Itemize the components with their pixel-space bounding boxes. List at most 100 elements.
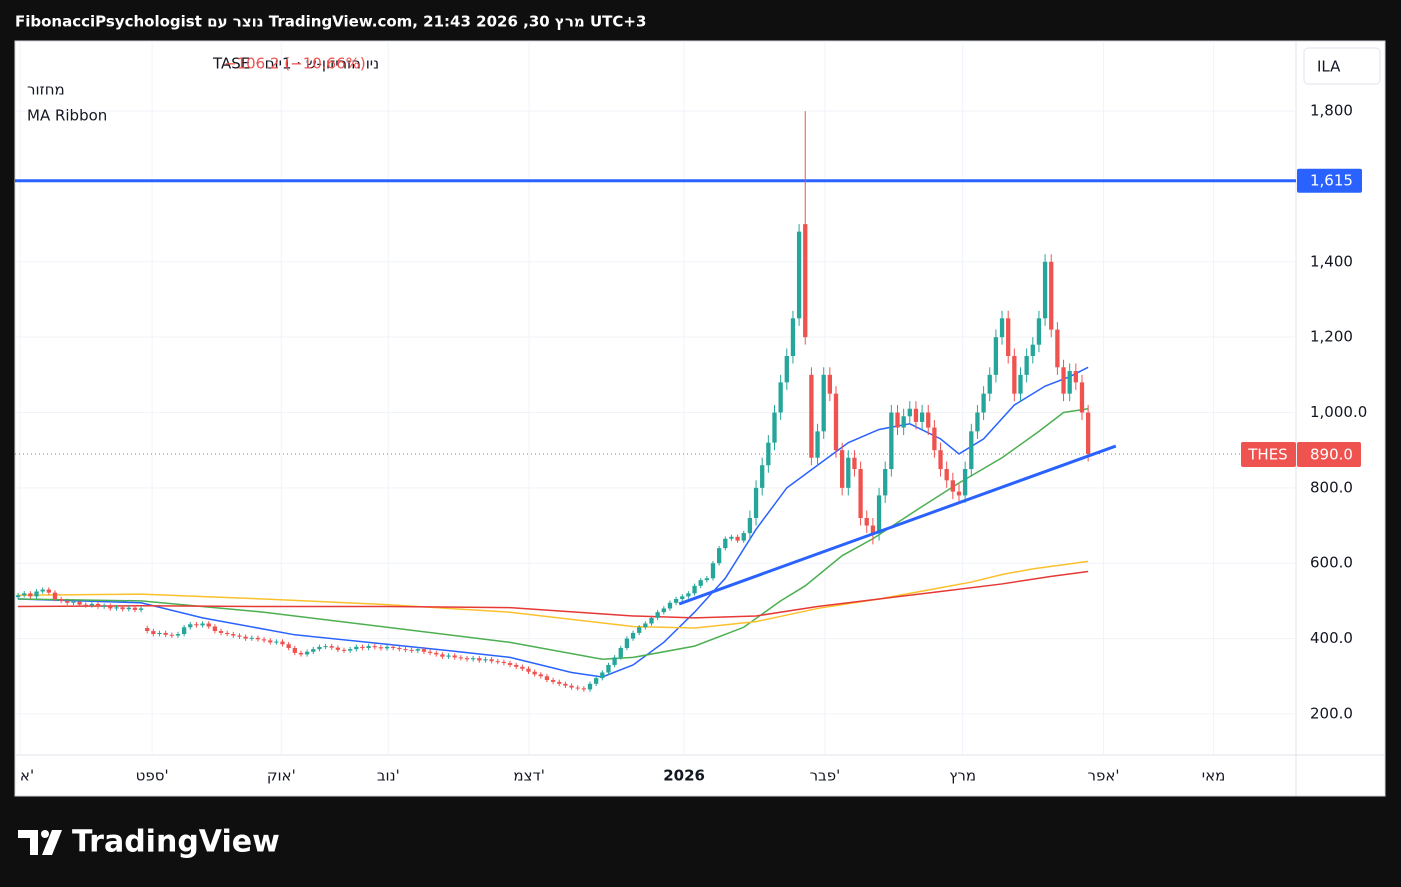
candle-body xyxy=(673,599,679,603)
candle-body xyxy=(489,659,494,662)
candle-body xyxy=(710,563,716,579)
candle-body xyxy=(1049,261,1054,330)
moving-average xyxy=(18,560,1089,629)
candle-body xyxy=(249,637,254,639)
candle-body xyxy=(1012,355,1017,394)
candle-body xyxy=(557,681,562,684)
candle-body xyxy=(839,450,845,488)
candle-body xyxy=(944,469,949,481)
candle-body xyxy=(255,637,261,640)
currency-button[interactable] xyxy=(1303,47,1381,85)
candle-body xyxy=(114,607,119,609)
candle-body xyxy=(606,664,611,673)
candle-body xyxy=(292,647,297,653)
candle-body xyxy=(218,631,224,633)
candle-body xyxy=(538,674,543,677)
candle-body xyxy=(477,658,482,661)
candle-body xyxy=(661,608,666,613)
candle-body xyxy=(1030,344,1035,356)
candle-body xyxy=(784,355,789,383)
candle-body xyxy=(932,427,937,451)
candle-body xyxy=(532,671,537,675)
header-text: FibonacciPsychologist נוצר עם TradingVie… xyxy=(15,13,646,31)
symbol-tag: THES xyxy=(1247,445,1287,463)
candle-body xyxy=(913,408,919,422)
x-tick-label: אפר' xyxy=(1088,767,1120,785)
candle-body xyxy=(15,595,21,598)
trendline xyxy=(678,444,1117,606)
candle-body xyxy=(274,641,279,643)
candle-body xyxy=(975,412,980,432)
candle-body xyxy=(1085,412,1091,454)
candle-body xyxy=(550,680,556,682)
currency-label[interactable]: ILA xyxy=(1317,58,1341,76)
candle-body xyxy=(46,589,51,593)
x-tick-label: דצמ' xyxy=(513,767,544,785)
y-tick-label: 1,400 xyxy=(1310,252,1353,270)
candle-body xyxy=(883,469,888,496)
candle-body xyxy=(102,605,107,607)
y-tick-label: 200.0 xyxy=(1310,704,1353,722)
candle-body xyxy=(329,646,334,648)
candle-body xyxy=(317,646,322,650)
candle-body xyxy=(569,685,574,688)
candle-body xyxy=(225,632,230,635)
candle-body xyxy=(341,649,347,651)
candle-body xyxy=(993,337,999,375)
candle-body xyxy=(384,646,390,649)
candle-body xyxy=(446,655,451,657)
candle-body xyxy=(169,634,174,636)
candle-body xyxy=(22,593,27,596)
candle-body xyxy=(999,318,1005,338)
candle-body xyxy=(760,465,765,488)
candle-body xyxy=(858,469,863,519)
candle-body xyxy=(544,676,550,681)
candle-body xyxy=(151,631,156,635)
candle-body xyxy=(323,646,328,648)
candle-body xyxy=(83,604,88,606)
moving-average xyxy=(18,570,1089,619)
candle-body xyxy=(827,374,832,394)
x-tick-label: מאי xyxy=(1202,767,1226,785)
y-tick-label: 400.0 xyxy=(1310,629,1353,647)
candle-body xyxy=(1061,367,1066,394)
brand-name: TradingView xyxy=(72,825,280,860)
candle-body xyxy=(403,649,408,651)
candle-body xyxy=(206,623,211,627)
candle-body xyxy=(723,538,728,549)
candle-body xyxy=(427,651,433,653)
candle-body xyxy=(58,599,64,601)
candle-body xyxy=(987,374,992,394)
candle-body xyxy=(261,639,267,641)
candle-body xyxy=(1067,371,1072,394)
candle-body xyxy=(495,661,500,663)
candle-body xyxy=(563,683,568,686)
candle-body xyxy=(889,412,894,470)
candle-body xyxy=(907,408,912,417)
candle-body xyxy=(188,624,193,628)
candle-body xyxy=(40,589,45,592)
candle-body xyxy=(409,649,414,651)
candle-body xyxy=(304,651,310,655)
candle-body xyxy=(237,635,242,637)
candle-body xyxy=(514,664,519,667)
candle-body xyxy=(778,382,783,413)
candle-body xyxy=(1036,318,1042,345)
candle-body xyxy=(864,518,869,526)
candle-body xyxy=(956,491,962,496)
candle-body xyxy=(440,654,445,657)
candle-body xyxy=(846,457,851,488)
candle-body xyxy=(790,318,796,356)
candle-body xyxy=(809,374,814,458)
candle-body xyxy=(526,668,531,672)
candle-body xyxy=(378,647,384,649)
candle-body xyxy=(520,666,525,669)
change-legend: −106.2 (−10.66%) xyxy=(224,55,366,73)
candle-body xyxy=(729,536,734,539)
candle-body xyxy=(175,634,181,636)
chart-panel xyxy=(14,40,1386,797)
candle-body xyxy=(741,533,746,541)
candle-body xyxy=(612,657,617,665)
candle-body xyxy=(471,658,476,660)
